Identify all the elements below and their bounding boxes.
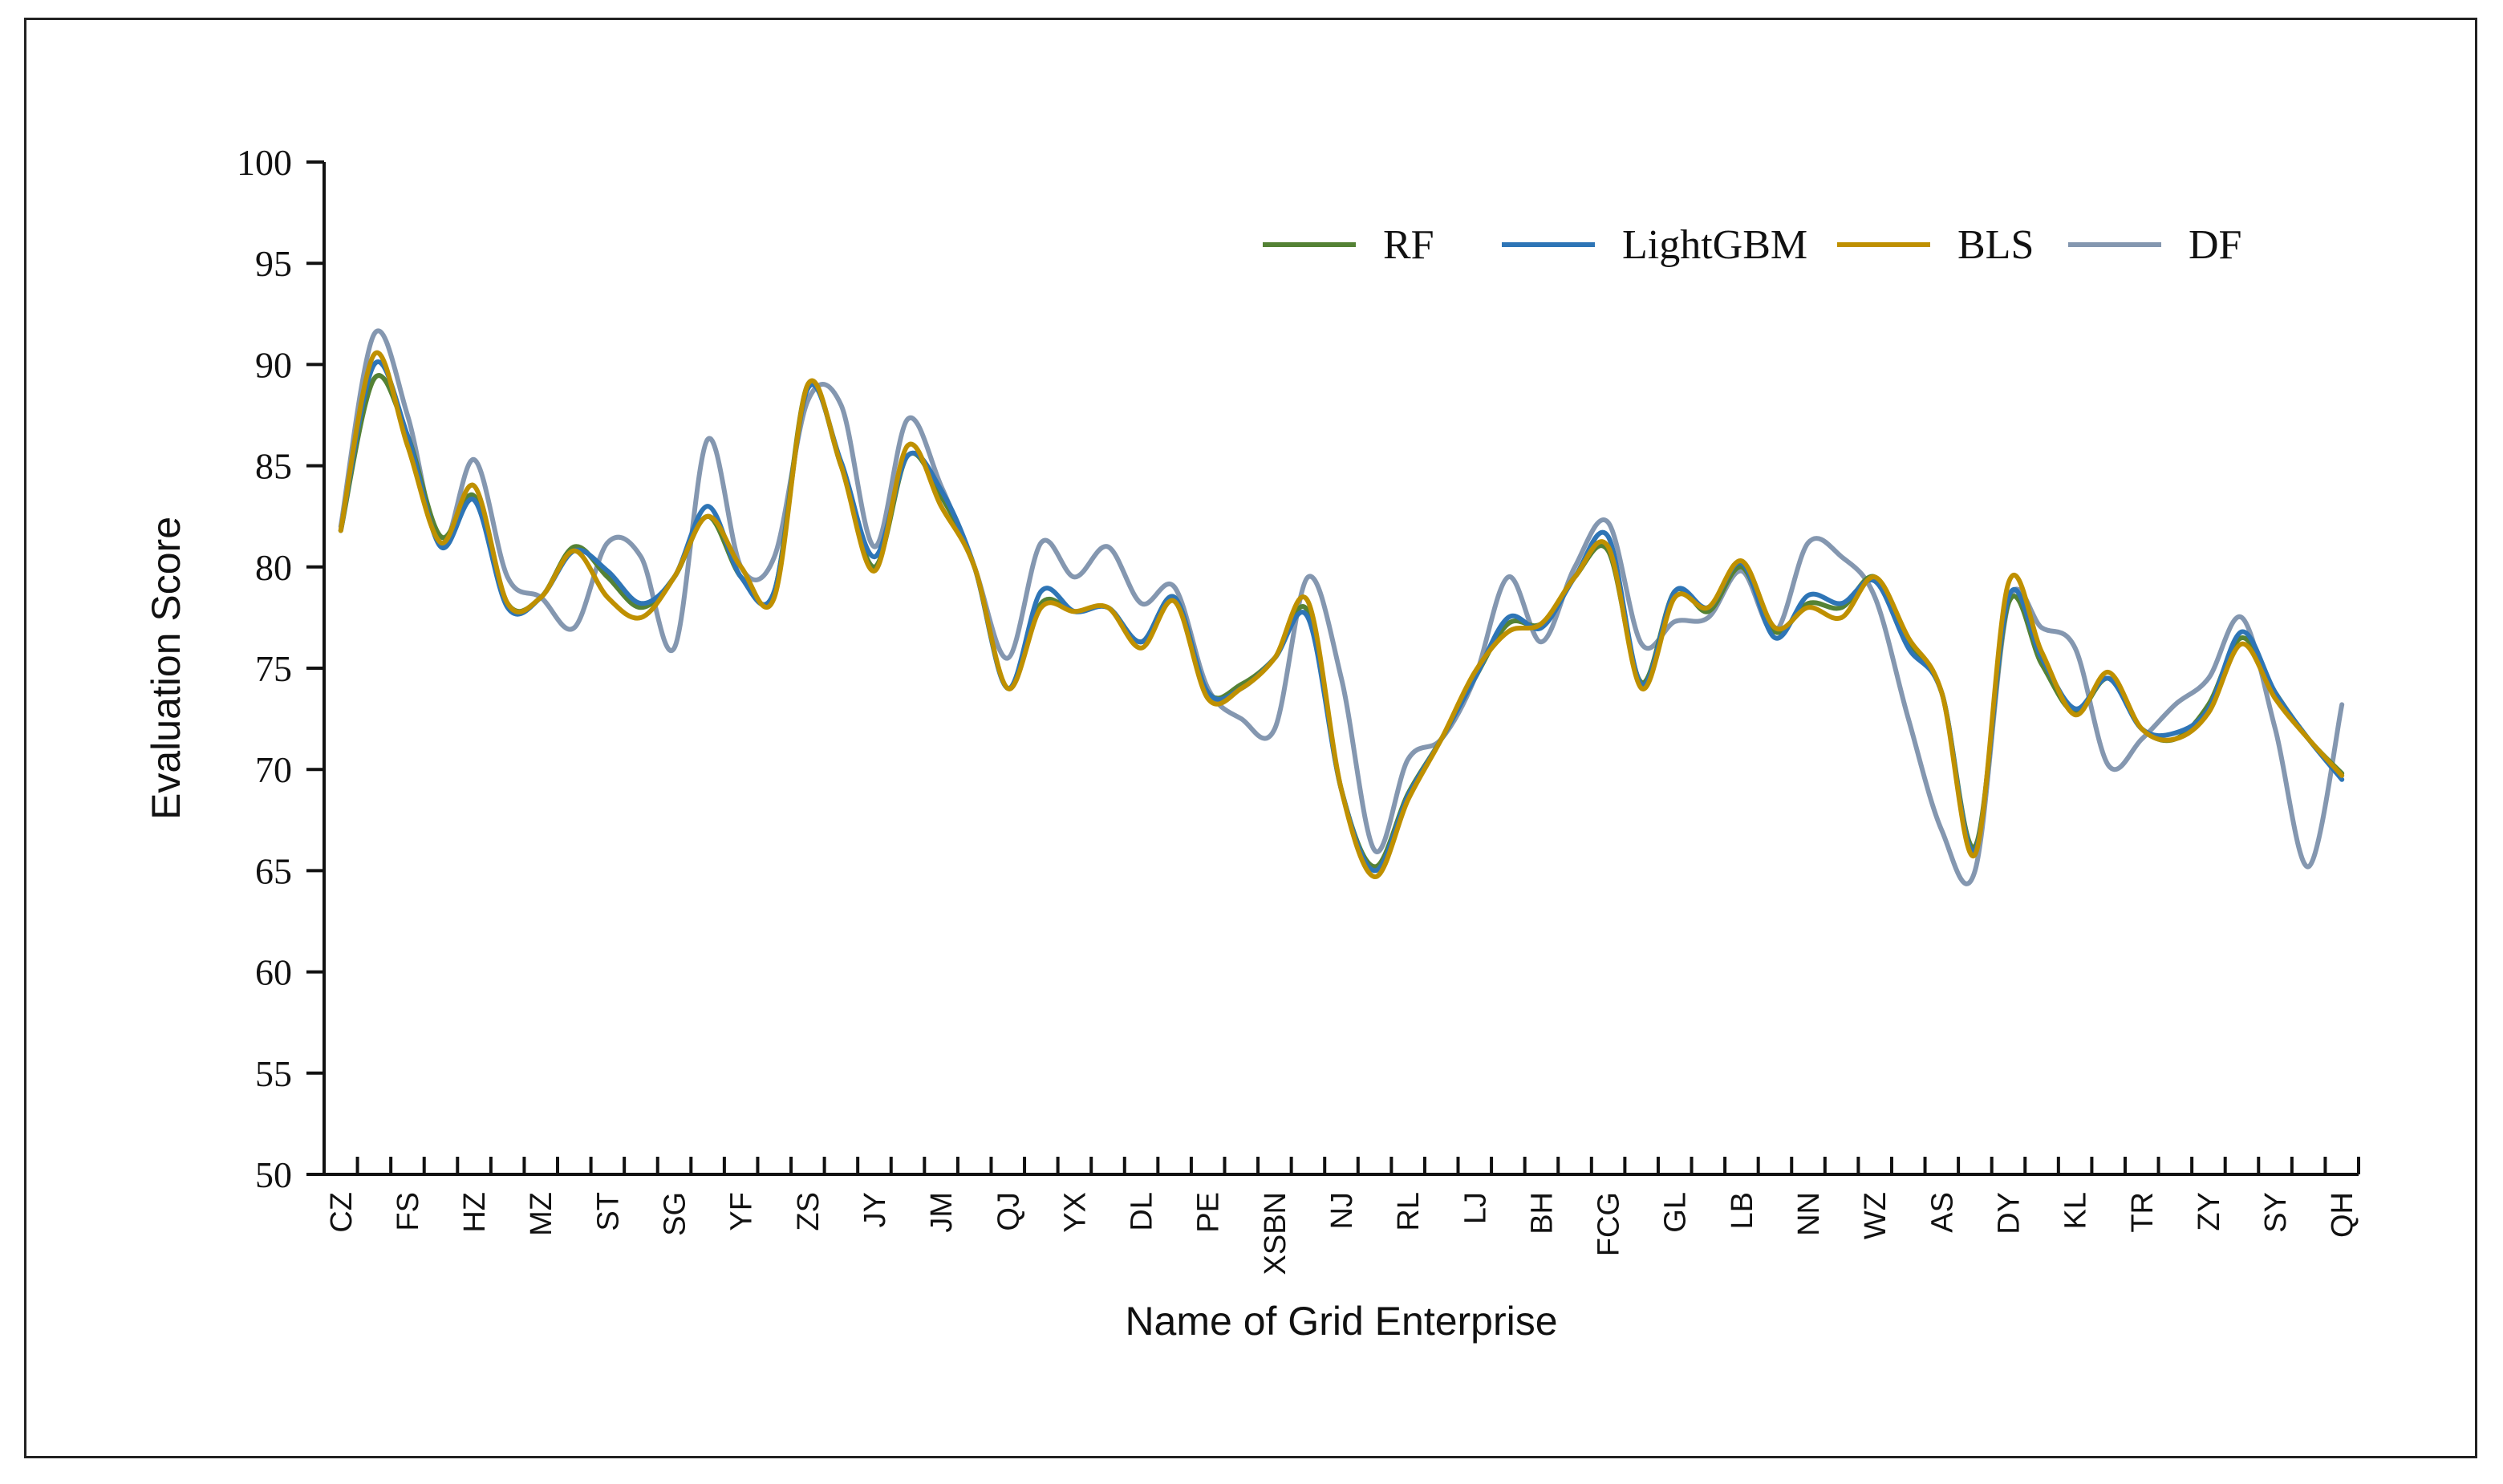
- series-line-bls: [338, 350, 2345, 879]
- y-tick-label: 90: [255, 344, 292, 385]
- x-tick-label: NJ: [1325, 1192, 1359, 1229]
- x-tick-label: PE: [1192, 1192, 1226, 1233]
- x-tick-label: AS: [1925, 1192, 1959, 1233]
- y-tick-label: 55: [255, 1053, 292, 1094]
- legend-label-rf: RF: [1383, 222, 1434, 268]
- x-tick-label: SY: [2259, 1192, 2293, 1233]
- x-tick-label: NN: [1792, 1192, 1826, 1236]
- y-tick-label: 100: [237, 142, 292, 183]
- x-tick-label: GL: [1659, 1192, 1693, 1233]
- y-tick-label: 85: [255, 446, 292, 487]
- x-tick-label: DL: [1126, 1192, 1159, 1231]
- x-tick-label: FS: [391, 1192, 425, 1231]
- x-tick-label: KL: [2059, 1192, 2093, 1229]
- series-lines: [338, 328, 2345, 886]
- x-tick-label: QJ: [992, 1192, 1025, 1231]
- legend-label-df: DF: [2189, 222, 2241, 268]
- x-tick-label: CZ: [325, 1192, 359, 1233]
- x-tick-label: LB: [1726, 1192, 1759, 1229]
- y-tick-label: 70: [255, 749, 292, 790]
- x-axis-title: Name of Grid Enterprise: [1125, 1299, 1557, 1344]
- x-tick-label: ST: [591, 1192, 625, 1231]
- x-tick-label: WZ: [1859, 1192, 1892, 1239]
- chart-frame: [24, 18, 2477, 1458]
- x-tick-label: JY: [858, 1192, 892, 1227]
- y-axis-title: Evaluation Score: [144, 517, 189, 820]
- x-tick-label: DY: [1992, 1192, 2026, 1235]
- x-tick-label: ZY: [2193, 1192, 2226, 1231]
- x-tick-label: MZ: [525, 1192, 558, 1236]
- legend: RF LightGBM BLS DF: [1263, 222, 2241, 268]
- x-tick-label: YX: [1058, 1192, 1092, 1233]
- x-tick-label: HZ: [458, 1192, 492, 1233]
- legend-label-bls: BLS: [1957, 222, 2034, 268]
- x-tick-label: SG: [659, 1192, 692, 1236]
- y-tick-label: 65: [255, 850, 292, 891]
- x-tick-label: YF: [725, 1192, 759, 1231]
- y-tick-label: 60: [255, 952, 292, 993]
- x-axis-ticks: CZ FS HZ MZ ST SG YF ZS JY JM QJ YX DL PE XSBN NJ RL LJ BH…: [323, 1157, 2360, 1275]
- y-tick-label: 95: [255, 243, 292, 284]
- x-tick-label: QH: [2326, 1192, 2359, 1238]
- y-tick-label: 50: [255, 1154, 292, 1195]
- x-tick-label: LJ: [1458, 1192, 1492, 1224]
- x-tick-label: XSBN: [1259, 1192, 1292, 1275]
- x-tick-label: FCG: [1592, 1192, 1626, 1256]
- y-axis-ticks: 50 55 60 65 70 75 80 85 90 95 100: [237, 142, 324, 1195]
- x-tick-label: ZS: [792, 1192, 826, 1231]
- x-tick-label: JM: [925, 1192, 959, 1233]
- x-tick-label: BH: [1525, 1192, 1559, 1235]
- x-tick-label: TR: [2126, 1192, 2160, 1233]
- x-tick-label: RL: [1392, 1192, 1426, 1231]
- y-tick-label: 80: [255, 547, 292, 588]
- y-tick-label: 75: [255, 648, 292, 689]
- legend-label-lightgbm: LightGBM: [1622, 222, 1807, 268]
